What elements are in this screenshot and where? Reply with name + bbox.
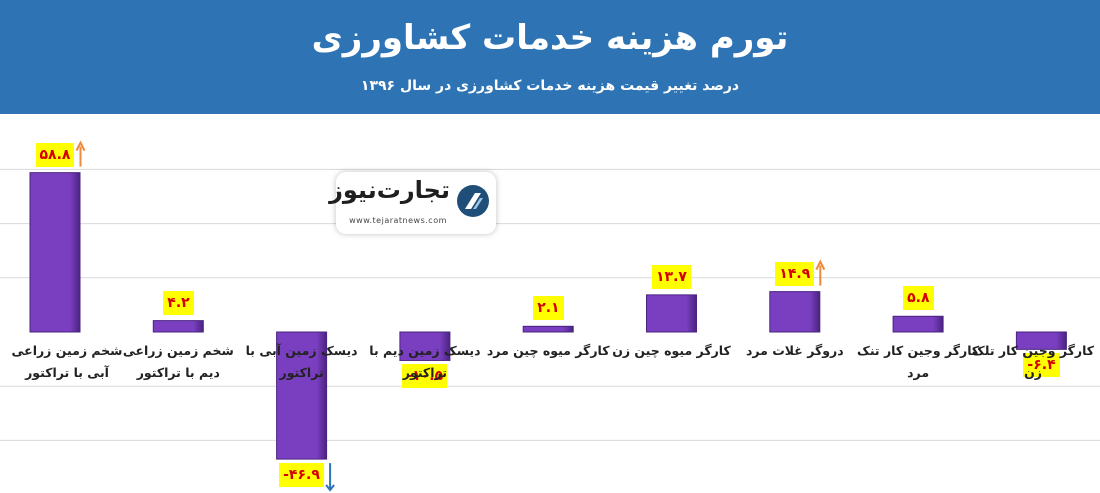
bar-chart (0, 140, 1100, 492)
bar (29, 172, 81, 333)
bar (1015, 331, 1067, 350)
bar (399, 331, 451, 361)
category-label: کارگر میوه چین مرد (486, 343, 610, 358)
bar (276, 331, 328, 460)
data-label: ۲.۱ (533, 296, 564, 321)
chart-title: تورم هزینه خدمات کشاورزی (311, 18, 789, 58)
data-label: -۱۰.۵ (402, 364, 448, 389)
data-label: ۵.۸ (903, 286, 934, 311)
chart-subtitle: درصد تغییر قیمت هزینه خدمات کشاورزی در س… (360, 78, 740, 94)
watermark-logo: تجارت‌نیوز www.tejaratnews.com (329, 172, 496, 234)
category-label: دیسک زمین دیم با تراکتور (369, 343, 481, 380)
category-label: شخم زمین زراعی دیم با تراکتور (122, 343, 234, 380)
category-label: دروگر غلات مرد (745, 343, 844, 358)
bar (152, 320, 204, 333)
category-label: شخم زمین زراعی آبی با تراکتور (11, 343, 123, 380)
bar (646, 294, 697, 333)
data-label: ۱۳.۷ (652, 264, 691, 289)
trend-arrow (325, 463, 335, 492)
data-label: ۵۸.۸ (35, 142, 75, 167)
logo-url: www.tejaratnews.com (349, 216, 447, 225)
logo-wordmark: تجارت‌نیوز (329, 176, 450, 204)
category-label: کارگر وجین کار تنک مرد (857, 343, 980, 380)
data-label: ۴.۲ (163, 290, 194, 315)
category-label: دیسک زمین آبی با تراکتور (245, 343, 358, 380)
logo-icon (457, 185, 489, 217)
chart-header: تورم هزینه خدمات کشاورزی درصد تغییر قیمت… (0, 0, 1100, 114)
data-label: -۶.۴ (1023, 353, 1060, 378)
category-label: کارگر وجین کار تلک زن (971, 343, 1095, 380)
data-label: ۱۴.۹ (775, 261, 815, 286)
trend-arrow (815, 259, 826, 286)
bar (769, 291, 821, 333)
category-label: کارگر میوه چین زن (612, 343, 731, 358)
bar (892, 315, 944, 333)
data-label: -۴۶.۹ (279, 463, 324, 488)
trend-arrow (75, 140, 86, 167)
bar (522, 325, 574, 333)
